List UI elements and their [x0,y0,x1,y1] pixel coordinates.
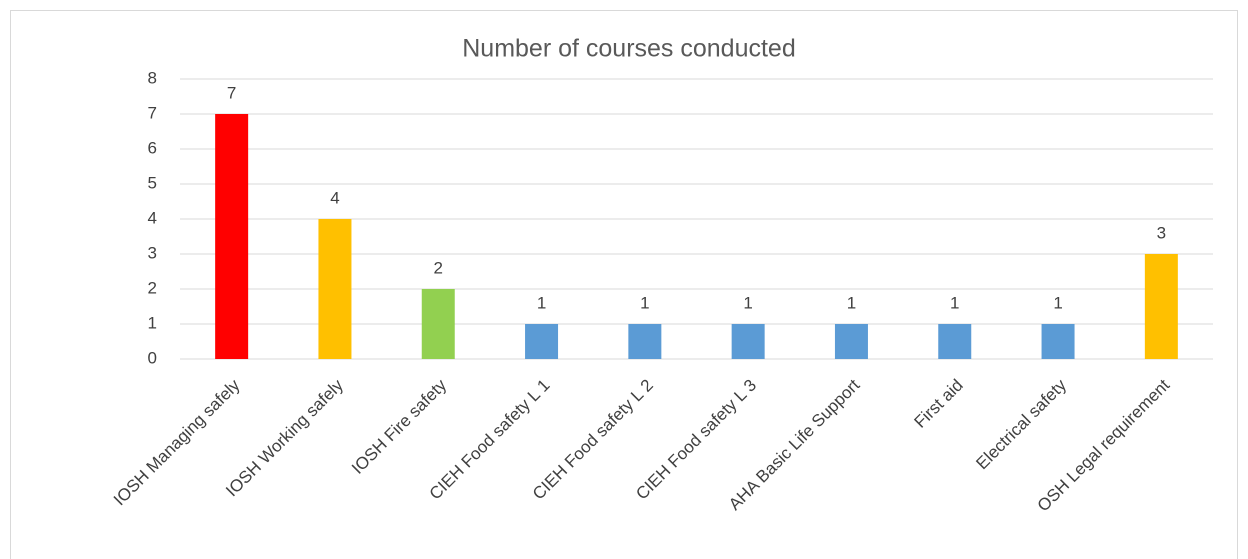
data-label: 4 [330,188,339,207]
bar [1041,324,1075,359]
data-label: 1 [950,293,959,312]
data-label: 1 [743,293,752,312]
y-tick-label: 1 [148,313,157,332]
data-label: 1 [847,293,856,312]
bar [525,324,559,359]
y-tick-label: 6 [148,138,157,157]
y-tick-label: 5 [148,173,157,192]
data-label: 2 [434,258,443,277]
bar [215,114,249,359]
data-label: 7 [227,83,236,102]
chart-title: Number of courses conducted [462,35,796,63]
data-label: 3 [1157,223,1166,242]
data-label: 1 [537,293,546,312]
y-tick-label: 3 [148,243,157,262]
data-label: 1 [640,293,649,312]
y-tick-label: 2 [148,278,157,297]
bar [731,324,765,359]
data-label: 1 [1053,293,1062,312]
y-tick-label: 7 [148,103,157,122]
y-tick-label: 8 [148,68,157,87]
y-tick-label: 0 [148,348,157,367]
y-tick-label: 4 [148,208,157,227]
bar [318,219,352,359]
bar [834,324,868,359]
bar [1144,254,1178,359]
bar [628,324,662,359]
chart-border [10,10,1238,559]
bar [938,324,972,359]
bar [421,289,455,359]
